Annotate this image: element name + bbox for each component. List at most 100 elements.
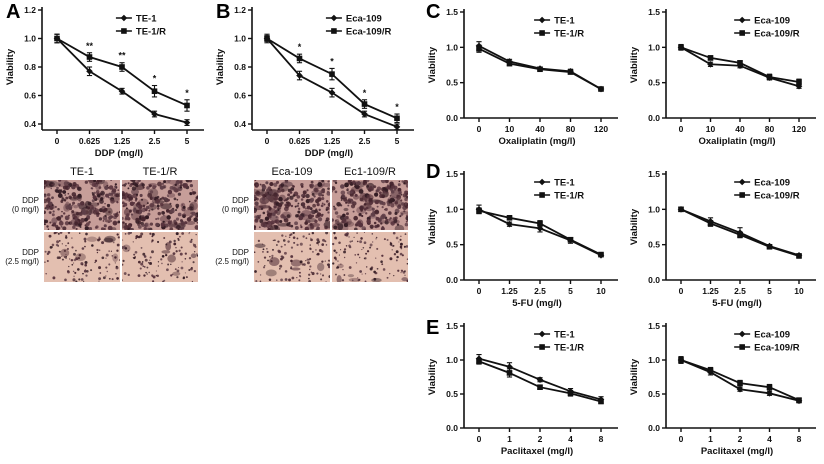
micro-row-label-line: (0 mg/l)	[11, 205, 39, 214]
viability-chart-eca109-ddp: 0.4 0.6 0.8 1.0 1.2 0 0.625 1.25 2.5 5 DDP (mg/l) V…	[215, 5, 414, 158]
svg-text:2.5: 2.5	[359, 136, 371, 146]
y-axis-label: Viability	[629, 208, 640, 245]
series-line	[56, 37, 188, 107]
svg-text:0.0: 0.0	[446, 275, 458, 285]
chart-panel-a: 0.4 0.6 0.8 1.0 1.2 0 0.625 1.25 2.5 5 DDP (mg/l) V…	[2, 0, 210, 158]
legend-label: Eca-109	[346, 14, 382, 25]
viability-chart-te1-5fu: 0.0 0.5 1.0 1.5 0 1.25 2.5 5 10 5-FU (mg/l) Viabil…	[427, 169, 618, 309]
panel-label-d: D	[426, 161, 441, 183]
chart-panel-e-right: 0.0 0.5 1.0 1.5 0 1 2 4 8 Paclitaxel (mg/l) Viabil…	[626, 316, 822, 462]
micro-row-label: DDP (2.5 mg/l)	[212, 232, 252, 282]
x-axis-label: Oxaliplatin (mg/l)	[698, 136, 775, 147]
svg-text:1.25: 1.25	[114, 136, 131, 146]
svg-text:2.5: 2.5	[734, 286, 746, 296]
micrograph-te1-2p5mgl	[44, 232, 120, 282]
legend-label: TE-1	[554, 330, 575, 341]
x-axis-label: Oxaliplatin (mg/l)	[498, 136, 575, 147]
legend-label: Eca-109/R	[754, 191, 800, 202]
y-axis-label: Viability	[215, 48, 226, 85]
micro-corner	[2, 162, 42, 178]
svg-text:80: 80	[765, 124, 775, 134]
micrograph-te1r-2p5mgl	[122, 232, 198, 282]
svg-text:0.5: 0.5	[648, 78, 660, 88]
svg-text:1.0: 1.0	[446, 204, 458, 214]
viability-chart-eca109-oxaliplatin: 0.0 0.5 1.0 1.5 0 10 40 80 120 Oxaliplatin (mg/l)…	[629, 7, 816, 147]
viability-chart-te1-paclitaxel: 0.0 0.5 1.0 1.5 0 1 2 4 8 Paclitaxel (mg/l) Viabil…	[427, 321, 618, 457]
svg-text:1: 1	[507, 434, 512, 444]
svg-text:1.0: 1.0	[648, 42, 660, 52]
y-axis-label: Viability	[427, 358, 438, 395]
significance-star: **	[86, 41, 94, 51]
svg-text:2: 2	[538, 434, 543, 444]
svg-text:4: 4	[568, 434, 573, 444]
legend-label: Eca-109	[754, 178, 790, 189]
svg-text:0.6: 0.6	[234, 91, 246, 101]
svg-text:5: 5	[395, 136, 400, 146]
legend-label: Eca-109/R	[754, 343, 800, 354]
svg-text:8: 8	[797, 434, 802, 444]
micro-row-label: DDP (0 mg/l)	[212, 180, 252, 230]
significance-star: **	[118, 51, 126, 61]
svg-text:1.5: 1.5	[446, 321, 458, 331]
svg-text:1.25: 1.25	[702, 286, 719, 296]
micro-col-label: Ec1-109/R	[344, 166, 396, 178]
svg-text:0.8: 0.8	[234, 62, 246, 72]
panel-label-a: A	[6, 1, 21, 23]
svg-text:2.5: 2.5	[534, 286, 546, 296]
svg-text:0.0: 0.0	[648, 113, 660, 123]
legend-label: TE-1/R	[554, 29, 584, 40]
svg-text:0: 0	[679, 286, 684, 296]
legend-label: Eca-109/R	[754, 29, 800, 40]
micro-col-label: TE-1/R	[142, 166, 178, 178]
significance-star: *	[298, 42, 302, 52]
micrograph-eca109r-0mgl	[332, 180, 408, 230]
legend-label: TE-1	[554, 16, 575, 27]
svg-text:0.0: 0.0	[648, 275, 660, 285]
chart-body: 0.4 0.6 0.8 1.0 1.2 0 0.625 1.25 2.5 5 DDP (mg/l) V…	[5, 5, 204, 158]
x-axis-label: Paclitaxel (mg/l)	[501, 446, 573, 457]
x-axis-label: 5-FU (mg/l)	[712, 298, 762, 309]
significance-star: *	[330, 56, 334, 66]
micro-row-label-line: DDP	[22, 195, 39, 205]
svg-text:10: 10	[706, 124, 716, 134]
x-axis-label: Paclitaxel (mg/l)	[701, 446, 773, 457]
chart-body: 0.0 0.5 1.0 1.5 0 10 40 80 120 Oxaliplatin (mg/l)…	[427, 7, 618, 147]
legend-label: TE-1	[136, 14, 157, 25]
chart-panel-b: 0.4 0.6 0.8 1.0 1.2 0 0.625 1.25 2.5 5 DDP (mg/l) V…	[212, 0, 420, 158]
svg-text:0: 0	[477, 286, 482, 296]
micrograph-te1r-0mgl	[122, 180, 198, 230]
micro-corner	[212, 162, 252, 178]
micrograph-panel-eca109: Eca-109 Ec1-109/R DDP (0 mg/l) DDP (2.5 …	[212, 162, 408, 282]
legend-label: TE-1/R	[554, 191, 584, 202]
panel-label-e: E	[426, 317, 440, 339]
micro-row-label: DDP (2.5 mg/l)	[2, 232, 42, 282]
svg-text:0: 0	[679, 434, 684, 444]
micrograph-te1-0mgl	[44, 180, 120, 230]
svg-text:0.5: 0.5	[648, 389, 660, 399]
svg-text:1.5: 1.5	[648, 321, 660, 331]
significance-star: *	[363, 88, 367, 98]
micro-row-label-line: (2.5 mg/l)	[215, 257, 249, 266]
svg-text:0.4: 0.4	[24, 119, 36, 129]
svg-text:0.0: 0.0	[446, 423, 458, 433]
svg-text:0: 0	[679, 124, 684, 134]
svg-text:40: 40	[535, 124, 545, 134]
chart-body: 0.0 0.5 1.0 1.5 0 1 2 4 8 Paclitaxel (mg/l) Viabil…	[629, 321, 816, 457]
chart-body: 0.0 0.5 1.0 1.5 0 1.25 2.5 5 10 5-FU (mg/l) Viabil…	[629, 169, 816, 309]
y-axis-label: Viability	[427, 208, 438, 245]
significance-star: *	[395, 102, 399, 112]
micrograph-panel-te1: TE-1 TE-1/R DDP (0 mg/l) DDP (2.5 mg/l)	[2, 162, 198, 282]
viability-chart-te1-ddp: 0.4 0.6 0.8 1.0 1.2 0 0.625 1.25 2.5 5 DDP (mg/l) V…	[5, 5, 204, 158]
svg-text:0.625: 0.625	[289, 136, 311, 146]
svg-text:0.5: 0.5	[446, 240, 458, 250]
y-axis-label: Viability	[5, 48, 16, 85]
svg-text:0.5: 0.5	[648, 240, 660, 250]
svg-text:0: 0	[55, 136, 60, 146]
micro-row-label-line: (0 mg/l)	[221, 205, 249, 214]
svg-text:1.0: 1.0	[234, 34, 246, 44]
micro-row-label-line: DDP	[232, 247, 249, 257]
chart-body: 0.0 0.5 1.0 1.5 0 1.25 2.5 5 10 5-FU (mg/l) Viabil…	[427, 169, 618, 309]
svg-text:40: 40	[735, 124, 745, 134]
legend-label: TE-1	[554, 178, 575, 189]
viability-chart-eca109-5fu: 0.0 0.5 1.0 1.5 0 1.25 2.5 5 10 5-FU (mg/l) Viabil…	[629, 169, 816, 309]
